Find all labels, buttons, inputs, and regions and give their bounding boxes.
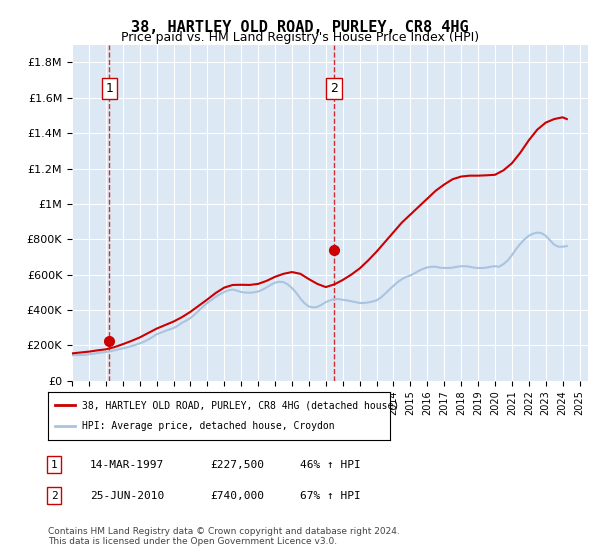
Text: 2: 2	[330, 82, 338, 95]
Text: £740,000: £740,000	[210, 491, 264, 501]
Text: HPI: Average price, detached house, Croydon: HPI: Average price, detached house, Croy…	[82, 421, 335, 431]
Text: 25-JUN-2010: 25-JUN-2010	[90, 491, 164, 501]
Text: 1: 1	[105, 82, 113, 95]
Text: 46% ↑ HPI: 46% ↑ HPI	[300, 460, 361, 470]
Text: 2: 2	[50, 491, 58, 501]
Text: Contains HM Land Registry data © Crown copyright and database right 2024.
This d: Contains HM Land Registry data © Crown c…	[48, 526, 400, 546]
Text: 38, HARTLEY OLD ROAD, PURLEY, CR8 4HG (detached house): 38, HARTLEY OLD ROAD, PURLEY, CR8 4HG (d…	[82, 400, 400, 410]
Text: 14-MAR-1997: 14-MAR-1997	[90, 460, 164, 470]
Text: 1: 1	[50, 460, 58, 470]
Text: 67% ↑ HPI: 67% ↑ HPI	[300, 491, 361, 501]
Text: 38, HARTLEY OLD ROAD, PURLEY, CR8 4HG: 38, HARTLEY OLD ROAD, PURLEY, CR8 4HG	[131, 20, 469, 35]
Text: £227,500: £227,500	[210, 460, 264, 470]
Text: Price paid vs. HM Land Registry's House Price Index (HPI): Price paid vs. HM Land Registry's House …	[121, 31, 479, 44]
